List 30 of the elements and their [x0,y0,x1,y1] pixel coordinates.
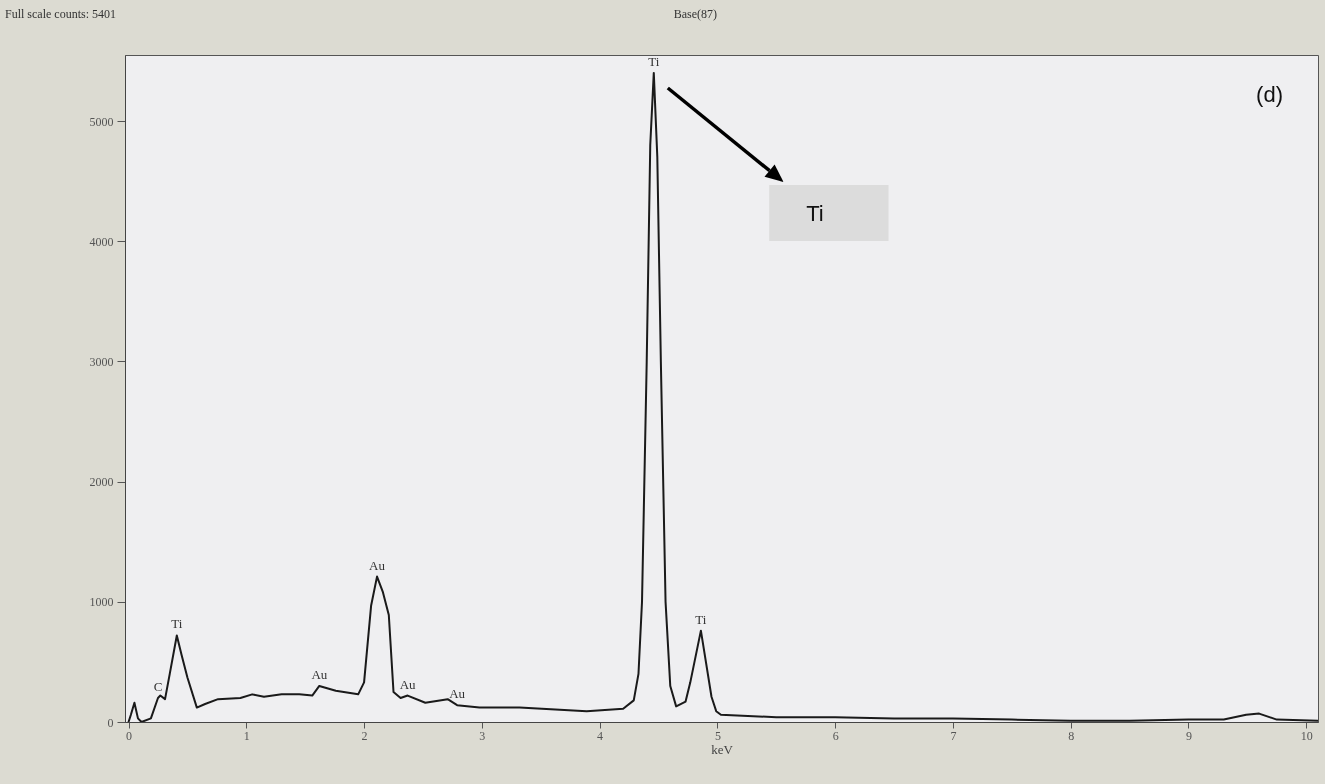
x-tick-label: 8 [1068,728,1075,743]
annotation: Ti [171,616,183,632]
y-tick-label: 3000 [89,354,114,369]
x-axis-title: keV [711,741,734,757]
x-tick-label: 5 [714,728,721,743]
text: Base(87) [673,7,718,21]
annotation: (d) [1256,82,1283,107]
x-tick-label: 0 [126,728,133,743]
x-tick-label: 1 [243,728,250,743]
annotation: Ti [648,53,660,69]
annotation: Au [399,676,417,692]
annotation: Au [369,557,386,573]
x-tick-label: 7 [950,728,957,743]
annotation: C [153,678,163,694]
annotation: Au [449,686,466,702]
y-tick-label: 4000 [89,234,114,249]
text: Full scale counts: 5401 [5,7,116,21]
y-tick-label: 1000 [89,595,114,610]
y-tick-label: 5000 [89,114,114,129]
y-tick-label: 2000 [89,475,114,490]
annotation: Ti [806,200,824,226]
annotation: Au [311,666,328,682]
x-tick-label: 10 [1300,728,1313,743]
x-tick-label: 2 [361,728,368,743]
annotation: Ti [695,611,707,627]
x-tick-label: 9 [1185,728,1192,743]
y-tick-label: 0 [107,715,114,730]
x-tick-label: 3 [479,728,486,743]
x-tick-label: 6 [832,728,839,743]
x-tick-label: 4 [597,728,604,743]
